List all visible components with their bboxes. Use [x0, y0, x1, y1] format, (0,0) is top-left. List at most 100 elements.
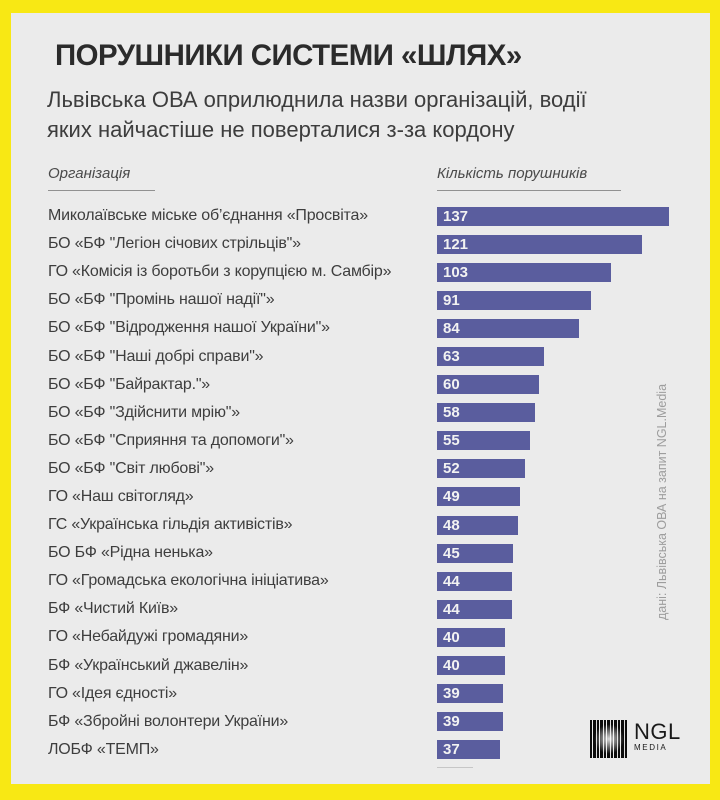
org-label: ГО «Громадська екологічна ініціатива»	[48, 572, 329, 590]
card: ПОРУШНИКИ СИСТЕМИ «ШЛЯХ» Львівська ОВА о…	[11, 13, 710, 784]
bar-track: 103	[437, 262, 677, 282]
bar-track: 137	[437, 206, 677, 226]
table-row: БО «БФ "Сприяння та допомоги"» 55	[48, 427, 678, 455]
bar-track: 60	[437, 375, 677, 395]
count-value: 39	[443, 685, 460, 703]
org-label: БФ «Український джавелін»	[48, 656, 249, 674]
count-value: 91	[443, 291, 460, 309]
count-value: 39	[443, 713, 460, 731]
table-row: ГС «Українська гільдія активістів» 48	[48, 511, 678, 539]
count-bar: 52	[437, 459, 526, 479]
bar-chart: Миколаївське міське об’єднання «Просвіта…	[48, 202, 678, 764]
count-value: 45	[443, 544, 460, 562]
org-label: БО «БФ "Світ любові"»	[48, 459, 214, 477]
count-value: 63	[443, 348, 460, 366]
bar-track: 44	[437, 599, 677, 619]
org-label: ЛОБФ «ТЕМП»	[48, 740, 159, 758]
subtitle-line-2: яких найчастіше не поверталися з-за корд…	[47, 117, 515, 142]
bar-track: 58	[437, 403, 677, 423]
ngl-logo: NGL MEDIA	[590, 720, 681, 758]
count-bar: 39	[437, 712, 504, 732]
count-bar: 121	[437, 234, 642, 254]
table-row: БО «БФ "Наші добрі справи"» 63	[48, 342, 678, 370]
table-row: БФ «Чистий Київ» 44	[48, 595, 678, 623]
table-row: БО «БФ "Відродження нашої України"» 84	[48, 314, 678, 342]
count-bar: 45	[437, 543, 514, 563]
count-value: 44	[443, 572, 460, 590]
org-label: БО «БФ "Промінь нашої надії"»	[48, 291, 275, 309]
org-label: БО «БФ "Сприяння та допомоги"»	[48, 431, 294, 449]
count-bar: 137	[437, 206, 669, 226]
subtitle-line-1: Львівська ОВА оприлюднила назви організа…	[47, 87, 587, 112]
table-row: ГО «Наш світогляд» 49	[48, 483, 678, 511]
org-label: БФ «Збройні волонтери України»	[48, 712, 289, 730]
table-row: ГО «Ідея єдності» 39	[48, 680, 678, 708]
subtitle: Львівська ОВА оприлюднила назви організа…	[47, 85, 677, 145]
count-value: 55	[443, 432, 460, 450]
bar-track: 84	[437, 318, 677, 338]
org-label: БО «БФ "Наші добрі справи"»	[48, 347, 264, 365]
table-row: БО «БФ "Легіон січових стрільців"» 121	[48, 230, 678, 258]
count-bar: 44	[437, 571, 512, 591]
bar-track: 44	[437, 571, 677, 591]
table-row: ГО «Громадська екологічна ініціатива» 44	[48, 567, 678, 595]
ngl-barcode-icon	[590, 720, 628, 758]
bar-track: 91	[437, 290, 677, 310]
count-bar: 48	[437, 515, 519, 535]
org-label: БО «БФ "Здійснити мрію"»	[48, 403, 240, 421]
bar-track: 37	[437, 740, 677, 760]
count-bar: 63	[437, 347, 544, 367]
source-note: дані: Львівська ОВА на запит NGL.Media	[655, 383, 669, 621]
count-bar: 84	[437, 318, 580, 338]
bar-track: 40	[437, 656, 677, 676]
count-value: 121	[443, 235, 469, 253]
table-row: БО «БФ "Промінь нашої надії"» 91	[48, 286, 678, 314]
page-title: ПОРУШНИКИ СИСТЕМИ «ШЛЯХ»	[55, 39, 522, 72]
column-header-organization: Організація	[48, 165, 131, 182]
axis-tick	[437, 767, 473, 768]
table-row: БФ «Український джавелін» 40	[48, 652, 678, 680]
table-row: БФ «Збройні волонтери України» 39	[48, 708, 678, 736]
count-bar: 60	[437, 375, 539, 395]
table-row: БО «БФ "Здійснити мрію"» 58	[48, 399, 678, 427]
logo-subname: MEDIA	[634, 743, 668, 752]
count-bar: 44	[437, 599, 512, 619]
count-value: 37	[443, 741, 460, 759]
bar-track: 49	[437, 487, 677, 507]
count-bar: 103	[437, 262, 612, 282]
org-label: БО «БФ "Байрактар."»	[48, 375, 211, 393]
divider-organization	[48, 190, 155, 191]
org-label: ГО «Комісія із боротьби з корупцією м. С…	[48, 263, 392, 281]
org-label: ГО «Небайдужі громадяни»	[48, 628, 249, 646]
bar-track: 48	[437, 515, 677, 535]
bar-track: 39	[437, 684, 677, 704]
org-label: БФ «Чистий Київ»	[48, 600, 178, 618]
bar-track: 55	[437, 431, 677, 451]
count-value: 103	[443, 263, 469, 281]
table-row: ЛОБФ «ТЕМП» 37	[48, 736, 678, 764]
table-row: БО БФ «Рідна ненька» 45	[48, 539, 678, 567]
table-row: БО «БФ "Байрактар."» 60	[48, 371, 678, 399]
count-bar: 49	[437, 487, 520, 507]
count-value: 44	[443, 600, 460, 618]
count-value: 40	[443, 628, 460, 646]
count-value: 84	[443, 319, 460, 337]
bar-track: 52	[437, 459, 677, 479]
bar-track: 45	[437, 543, 677, 563]
logo-name: NGL	[634, 719, 681, 744]
bar-track: 121	[437, 234, 677, 254]
count-value: 60	[443, 376, 460, 394]
count-bar: 55	[437, 431, 531, 451]
count-value: 52	[443, 460, 460, 478]
ngl-logo-text: NGL MEDIA	[634, 719, 681, 753]
column-header-count: Кількість порушників	[437, 165, 588, 182]
count-value: 49	[443, 488, 460, 506]
divider-count	[437, 190, 621, 191]
bar-track: 63	[437, 347, 677, 367]
count-bar: 58	[437, 403, 536, 423]
count-value: 40	[443, 657, 460, 675]
org-label: БО БФ «Рідна ненька»	[48, 544, 213, 562]
bar-track: 40	[437, 627, 677, 647]
org-label: БО «БФ "Відродження нашої України"»	[48, 319, 330, 337]
